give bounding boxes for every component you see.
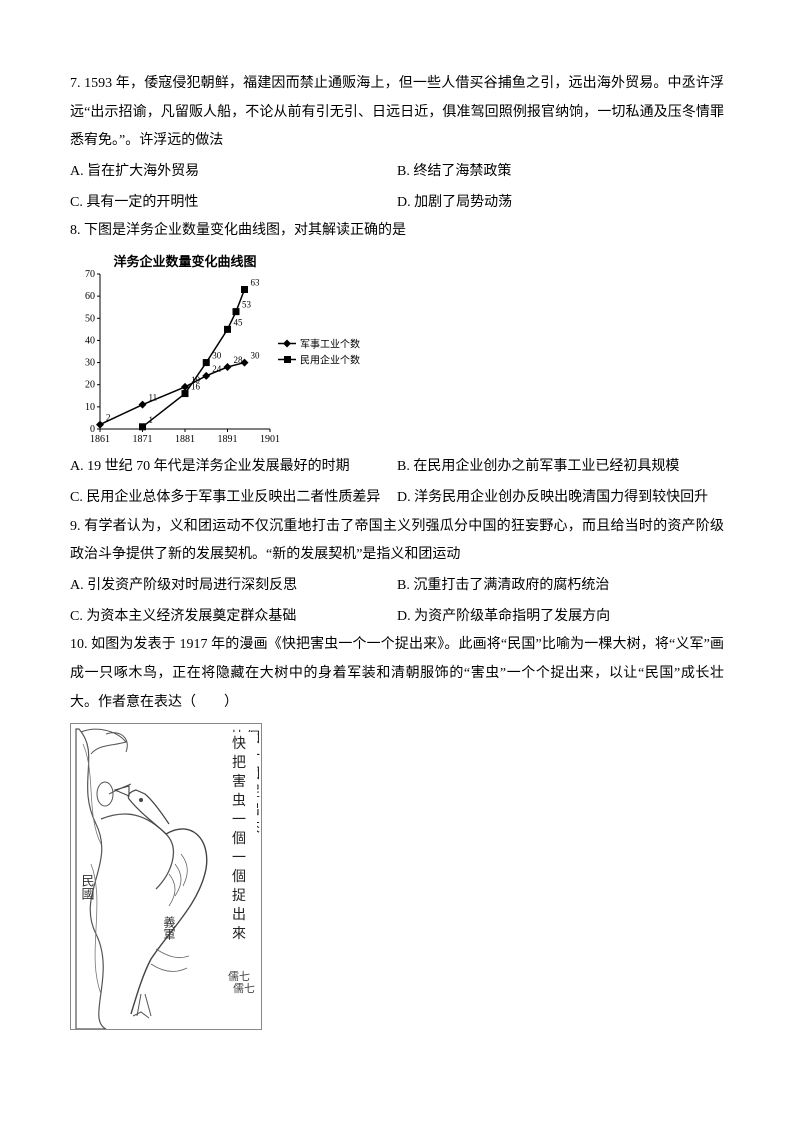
svg-text:70: 70 bbox=[85, 269, 95, 280]
svg-text:45: 45 bbox=[234, 317, 244, 327]
svg-text:20: 20 bbox=[85, 380, 95, 391]
svg-text:1901: 1901 bbox=[260, 434, 280, 445]
svg-text:10: 10 bbox=[85, 402, 95, 413]
q7-option-b[interactable]: B. 终结了海禁政策 bbox=[397, 158, 724, 187]
q8-chart: 洋务企业数量变化曲线图01020304050607018611871188118… bbox=[70, 252, 370, 447]
svg-text:儒七: 儒七 bbox=[228, 970, 250, 983]
q9-stem: 9. 有学者认为，义和团运动不仅沉重地打击了帝国主义列强瓜分中国的狂妄野心，而且… bbox=[70, 513, 724, 570]
svg-text:民國: 民國 bbox=[80, 874, 95, 900]
svg-text:洋务企业数量变化曲线图: 洋务企业数量变化曲线图 bbox=[113, 254, 256, 269]
q8-option-b[interactable]: B. 在民用企业创办之前军事工业已经初具规模 bbox=[397, 453, 724, 482]
q7-stem: 7. 1593 年，倭寇侵犯朝鲜，福建因而禁止通贩海上，但一些人借买谷捕鱼之引，… bbox=[70, 70, 724, 156]
svg-text:民用企业个数: 民用企业个数 bbox=[300, 354, 360, 367]
svg-text:1871: 1871 bbox=[133, 434, 153, 445]
svg-text:1891: 1891 bbox=[218, 434, 238, 445]
q8-option-c[interactable]: C. 民用企业总体多于军事工业反映出二者性质差异 bbox=[70, 484, 397, 513]
q9-option-a[interactable]: A. 引发资产阶级对时局进行深刻反思 bbox=[70, 572, 397, 601]
svg-text:個: 個 bbox=[232, 869, 246, 885]
q10-stem: 10. 如图为发表于 1917 年的漫画《快把害虫一个一个捉出来》。此画将“民国… bbox=[70, 631, 724, 717]
svg-text:50: 50 bbox=[85, 313, 95, 324]
svg-text:捉: 捉 bbox=[232, 888, 246, 904]
svg-text:30: 30 bbox=[251, 351, 261, 361]
svg-text:義軍: 義軍 bbox=[162, 915, 176, 940]
svg-text:40: 40 bbox=[85, 336, 95, 347]
svg-text:1861: 1861 bbox=[90, 434, 110, 445]
svg-text:1881: 1881 bbox=[175, 434, 195, 445]
q7-option-a[interactable]: A. 旨在扩大海外贸易 bbox=[70, 158, 397, 187]
svg-text:24: 24 bbox=[212, 364, 222, 374]
svg-text:53: 53 bbox=[242, 300, 252, 310]
svg-text:11: 11 bbox=[149, 393, 158, 403]
svg-text:儒七: 儒七 bbox=[233, 982, 255, 995]
svg-text:16: 16 bbox=[191, 382, 201, 392]
q9-option-b[interactable]: B. 沉重打击了满清政府的腐朽统治 bbox=[397, 572, 724, 601]
svg-text:军事工业个数: 军事工业个数 bbox=[300, 338, 360, 351]
q8-option-d[interactable]: D. 洋务民用企业创办反映出晚清国力得到较快回升 bbox=[397, 484, 724, 513]
q8-stem: 8. 下图是洋务企业数量变化曲线图，对其解读正确的是 bbox=[70, 217, 724, 246]
svg-text:個: 個 bbox=[232, 831, 246, 847]
svg-text:30: 30 bbox=[85, 358, 95, 369]
q7-option-d[interactable]: D. 加剧了局势动荡 bbox=[397, 189, 724, 218]
q10-cartoon: 民國義軍快把害虫一個一個捉出來儒七快把害虫一個一個捉出來儒七 bbox=[70, 723, 262, 1030]
svg-text:30: 30 bbox=[212, 351, 222, 361]
q9-option-c[interactable]: C. 为资本主义经济发展奠定群众基础 bbox=[70, 603, 397, 632]
svg-text:害: 害 bbox=[232, 774, 246, 790]
svg-text:出: 出 bbox=[232, 907, 246, 923]
svg-text:一: 一 bbox=[232, 851, 246, 866]
svg-text:2: 2 bbox=[106, 413, 111, 423]
svg-text:虫: 虫 bbox=[232, 793, 246, 809]
svg-text:1: 1 bbox=[149, 415, 154, 425]
q8-option-a[interactable]: A. 19 世纪 70 年代是洋务企业发展最好的时期 bbox=[70, 453, 397, 482]
q7-option-c[interactable]: C. 具有一定的开明性 bbox=[70, 189, 397, 218]
svg-text:63: 63 bbox=[251, 278, 261, 288]
svg-text:把: 把 bbox=[232, 755, 246, 771]
svg-text:來: 來 bbox=[232, 926, 246, 942]
svg-text:一: 一 bbox=[232, 813, 246, 828]
svg-text:快: 快 bbox=[232, 736, 246, 752]
q9-option-d[interactable]: D. 为资产阶级革命指明了发展方向 bbox=[397, 603, 724, 632]
svg-text:60: 60 bbox=[85, 291, 95, 302]
